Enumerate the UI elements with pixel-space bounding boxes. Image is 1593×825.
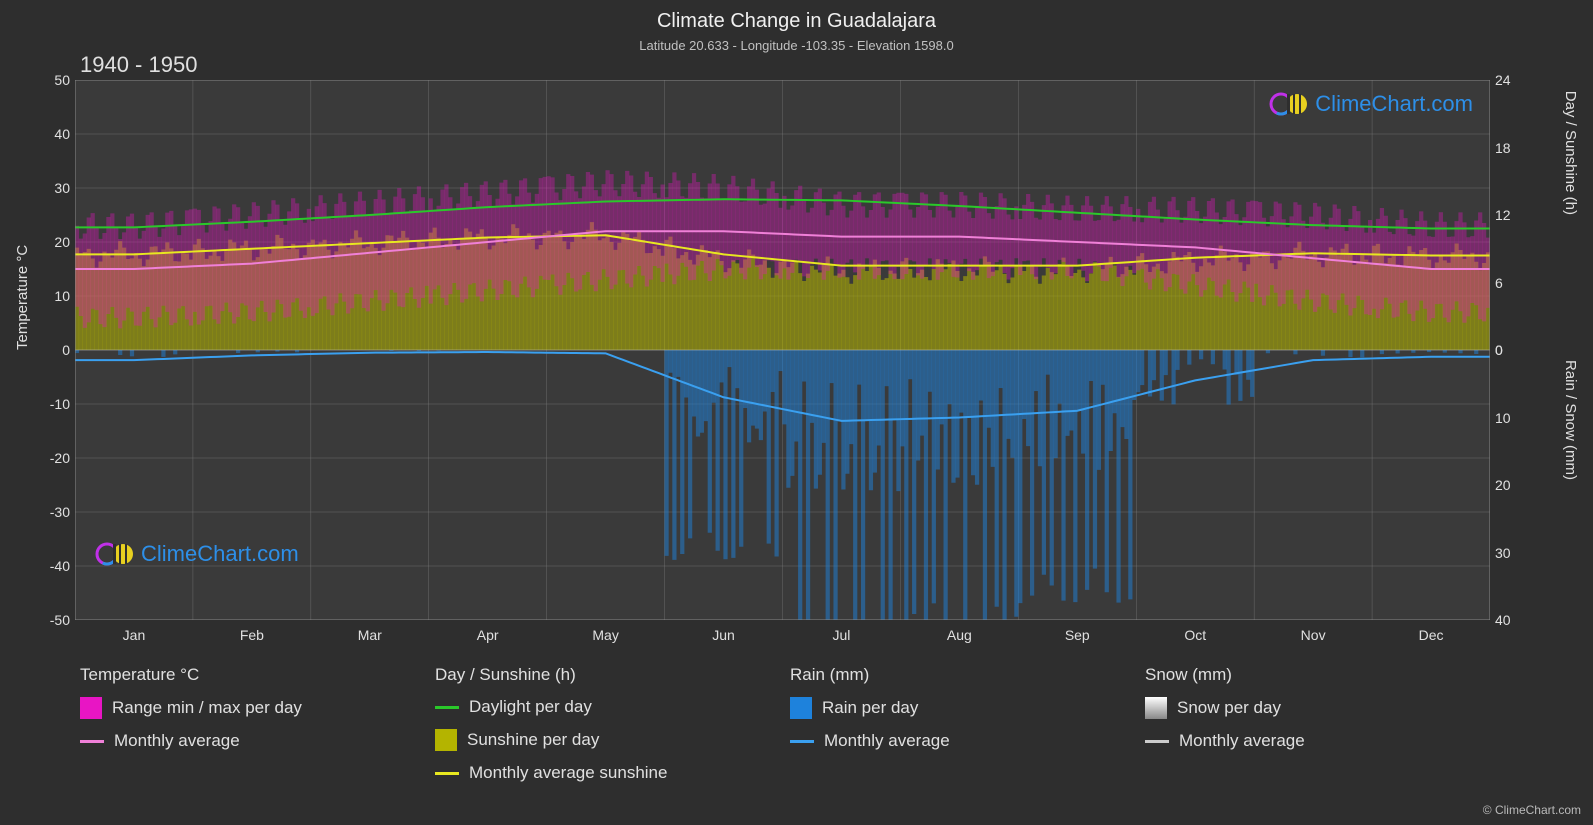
y-axis-right-bottom-label: Rain / Snow (mm): [1562, 360, 1579, 480]
legend-col-snow: Snow (mm) Snow per day Monthly average: [1145, 665, 1500, 783]
legend-label: Snow per day: [1177, 698, 1281, 718]
legend-item-sunshine-avg: Monthly average sunshine: [435, 763, 790, 783]
tick-right: 0: [1495, 342, 1545, 358]
tick-bottom: Apr: [458, 627, 518, 643]
legend-title-snow: Snow (mm): [1145, 665, 1500, 685]
swatch-sunshine: [435, 729, 457, 751]
tick-bottom: Dec: [1401, 627, 1461, 643]
copyright: © ClimeChart.com: [1483, 803, 1581, 817]
tick-right: 6: [1495, 275, 1545, 291]
tick-left: -40: [20, 558, 70, 574]
tick-bottom: Jan: [104, 627, 164, 643]
tick-right: 40: [1495, 612, 1545, 628]
legend-col-rain: Rain (mm) Rain per day Monthly average: [790, 665, 1145, 783]
tick-right: 10: [1495, 410, 1545, 426]
swatch-sunshine-avg: [435, 772, 459, 775]
tick-right: 24: [1495, 72, 1545, 88]
legend-item-snow-day: Snow per day: [1145, 697, 1500, 719]
tick-bottom: Aug: [929, 627, 989, 643]
tick-bottom: Jun: [694, 627, 754, 643]
plot-svg: [75, 80, 1490, 620]
swatch-temp-range: [80, 697, 102, 719]
period-label: 1940 - 1950: [80, 52, 197, 78]
brand-logo-icon: [1269, 90, 1309, 118]
legend-label: Monthly average: [114, 731, 240, 751]
tick-right: 12: [1495, 207, 1545, 223]
swatch-snow-avg: [1145, 740, 1169, 743]
tick-left: 20: [20, 234, 70, 250]
legend-title-rain: Rain (mm): [790, 665, 1145, 685]
legend-label: Sunshine per day: [467, 730, 599, 750]
swatch-snow-day: [1145, 697, 1167, 719]
tick-left: 50: [20, 72, 70, 88]
tick-bottom: Jul: [811, 627, 871, 643]
legend-label: Monthly average: [1179, 731, 1305, 751]
tick-left: -50: [20, 612, 70, 628]
watermark-text: ClimeChart.com: [141, 541, 299, 567]
legend-title-day: Day / Sunshine (h): [435, 665, 790, 685]
legend-col-day: Day / Sunshine (h) Daylight per day Suns…: [435, 665, 790, 783]
swatch-rain-day: [790, 697, 812, 719]
swatch-daylight: [435, 706, 459, 709]
legend-item-daylight: Daylight per day: [435, 697, 790, 717]
legend-item-snow-avg: Monthly average: [1145, 731, 1500, 751]
tick-left: -10: [20, 396, 70, 412]
tick-right: 30: [1495, 545, 1545, 561]
tick-left: 40: [20, 126, 70, 142]
tick-right: 20: [1495, 477, 1545, 493]
chart-container: Climate Change in Guadalajara Latitude 2…: [0, 0, 1593, 825]
watermark-top: ClimeChart.com: [1269, 90, 1473, 118]
tick-right: 18: [1495, 140, 1545, 156]
legend-title-temp: Temperature °C: [80, 665, 435, 685]
tick-bottom: Mar: [340, 627, 400, 643]
brand-logo-icon: [95, 540, 135, 568]
chart-title: Climate Change in Guadalajara: [0, 10, 1593, 33]
legend-item-rain-avg: Monthly average: [790, 731, 1145, 751]
tick-bottom: May: [576, 627, 636, 643]
legend-label: Rain per day: [822, 698, 918, 718]
y-axis-right-top-label: Day / Sunshine (h): [1562, 91, 1579, 215]
tick-left: -20: [20, 450, 70, 466]
legend-label: Range min / max per day: [112, 698, 302, 718]
legend-col-temp: Temperature °C Range min / max per day M…: [80, 665, 435, 783]
chart-subtitle: Latitude 20.633 - Longitude -103.35 - El…: [0, 38, 1593, 53]
legend-label: Monthly average: [824, 731, 950, 751]
tick-bottom: Sep: [1047, 627, 1107, 643]
swatch-temp-avg: [80, 740, 104, 743]
tick-left: 0: [20, 342, 70, 358]
legend: Temperature °C Range min / max per day M…: [80, 665, 1500, 783]
tick-left: 10: [20, 288, 70, 304]
tick-bottom: Oct: [1165, 627, 1225, 643]
legend-label: Monthly average sunshine: [469, 763, 667, 783]
legend-item-rain-day: Rain per day: [790, 697, 1145, 719]
tick-left: 30: [20, 180, 70, 196]
tick-bottom: Feb: [222, 627, 282, 643]
tick-bottom: Nov: [1283, 627, 1343, 643]
swatch-rain-avg: [790, 740, 814, 743]
watermark-bottom: ClimeChart.com: [95, 540, 299, 568]
watermark-text: ClimeChart.com: [1315, 91, 1473, 117]
plot-area: [75, 80, 1490, 620]
legend-item-temp-avg: Monthly average: [80, 731, 435, 751]
legend-item-temp-range: Range min / max per day: [80, 697, 435, 719]
legend-label: Daylight per day: [469, 697, 592, 717]
tick-left: -30: [20, 504, 70, 520]
legend-item-sunshine: Sunshine per day: [435, 729, 790, 751]
